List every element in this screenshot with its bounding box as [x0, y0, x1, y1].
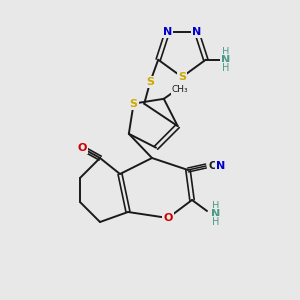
Text: N: N: [221, 55, 230, 65]
Text: CH₃: CH₃: [172, 85, 188, 94]
Text: O: O: [77, 143, 87, 153]
Text: S: S: [178, 72, 186, 82]
Text: N: N: [212, 209, 220, 219]
Text: N: N: [216, 161, 226, 171]
Text: H: H: [212, 217, 220, 227]
Text: S: S: [130, 99, 138, 109]
Text: O: O: [163, 213, 173, 223]
Text: H: H: [222, 47, 230, 57]
Text: H: H: [212, 201, 220, 211]
Text: N: N: [192, 27, 201, 37]
Text: H: H: [222, 63, 230, 73]
Text: C: C: [208, 161, 216, 171]
Text: S: S: [146, 77, 154, 87]
Text: N: N: [163, 27, 172, 37]
